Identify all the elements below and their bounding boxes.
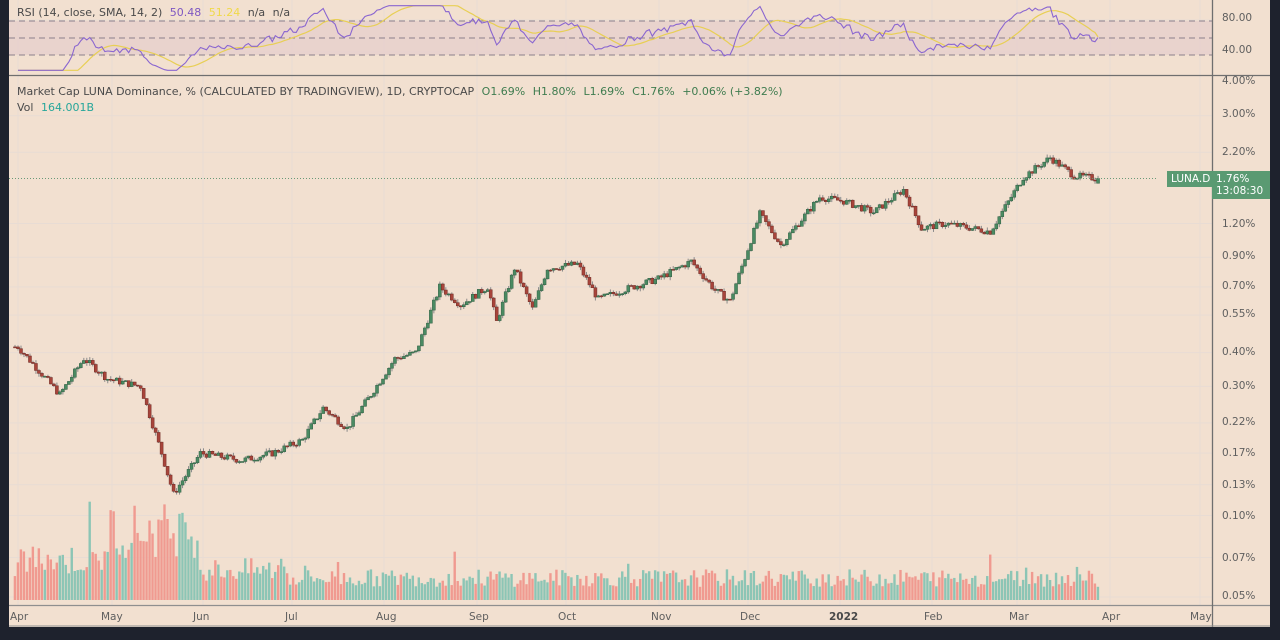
ohlc-high: H1.80%	[532, 85, 576, 98]
time-axis-label: Feb	[924, 611, 943, 623]
ohlc-open: O1.69%	[481, 85, 526, 98]
rsi-line	[18, 5, 1099, 71]
price-axis-label: 0.55%	[1222, 308, 1256, 320]
price-axis-label: 0.22%	[1222, 416, 1256, 428]
ohlc-change: +0.06% (+3.82%)	[682, 85, 783, 98]
price-axis-label: 0.05%	[1222, 590, 1256, 602]
time-axis-label: Sep	[469, 611, 489, 623]
price-axis-label: 0.07%	[1222, 552, 1256, 564]
rsi-na-1: n/a	[247, 6, 266, 19]
last-price: 1.76%	[1216, 173, 1250, 185]
time-axis-label: Jun	[193, 611, 210, 623]
ohlc-low: L1.69%	[583, 85, 625, 98]
time-axis-label: Aug	[376, 611, 397, 623]
rsi-value: 50.48	[169, 6, 202, 19]
price-axis-label: 0.13%	[1222, 479, 1256, 491]
candles	[13, 154, 1100, 495]
price-axis-label: 0.30%	[1222, 380, 1256, 392]
price-axis-label: 0.70%	[1222, 280, 1256, 292]
chart-frame[interactable]	[9, 0, 1270, 627]
last-price-tag: 1.76% 13:08:30	[1212, 171, 1270, 199]
rsi-legend: RSI (14, close, SMA, 14, 2) 50.48 51.24 …	[17, 6, 294, 19]
rsi-axis-label-40: 40.00	[1222, 44, 1253, 56]
symbol-tag: LUNA.D	[1167, 171, 1215, 187]
time-axis-label: Oct	[558, 611, 577, 623]
time-axis-label: Mar	[1009, 611, 1029, 623]
main-legend: Market Cap LUNA Dominance, % (CALCULATED…	[17, 85, 787, 98]
rsi-sma-line	[18, 5, 1099, 71]
rsi-label: RSI (14, close, SMA, 14, 2)	[17, 6, 163, 19]
volume-label: Vol	[17, 101, 34, 114]
rsi-sma-value: 51.24	[208, 6, 241, 19]
time-axis-label: Nov	[651, 611, 672, 623]
time-axis-label: Apr	[1102, 611, 1121, 623]
time-axis-label: Apr	[10, 611, 29, 623]
price-axis-label: 2.20%	[1222, 146, 1256, 158]
symbol-title: Market Cap LUNA Dominance, % (CALCULATED…	[17, 85, 475, 98]
rsi-na-2: n/a	[272, 6, 291, 19]
rsi-axis-label-80: 80.00	[1222, 12, 1253, 24]
price-axis-label: 4.00%	[1222, 75, 1256, 87]
volume-legend: Vol 164.001B	[17, 101, 98, 114]
price-axis-label: 0.17%	[1222, 447, 1256, 459]
volume-bars	[13, 501, 1100, 600]
volume-value: 164.001B	[40, 101, 95, 114]
time-axis-label: 2022	[829, 611, 859, 623]
ohlc-close: C1.76%	[632, 85, 675, 98]
time-axis-label: May	[101, 611, 123, 623]
price-axis-label: 0.10%	[1222, 510, 1256, 522]
bar-countdown: 13:08:30	[1216, 185, 1264, 197]
time-axis-label: Jul	[285, 611, 298, 623]
price-axis-label: 1.20%	[1222, 218, 1256, 230]
time-axis-label: May	[1190, 611, 1212, 623]
time-axis-label: Dec	[740, 611, 761, 623]
chart-canvas[interactable]	[9, 0, 1270, 627]
price-axis-label: 0.40%	[1222, 346, 1256, 358]
price-axis-label: 0.90%	[1222, 250, 1256, 262]
price-axis-label: 3.00%	[1222, 108, 1256, 120]
